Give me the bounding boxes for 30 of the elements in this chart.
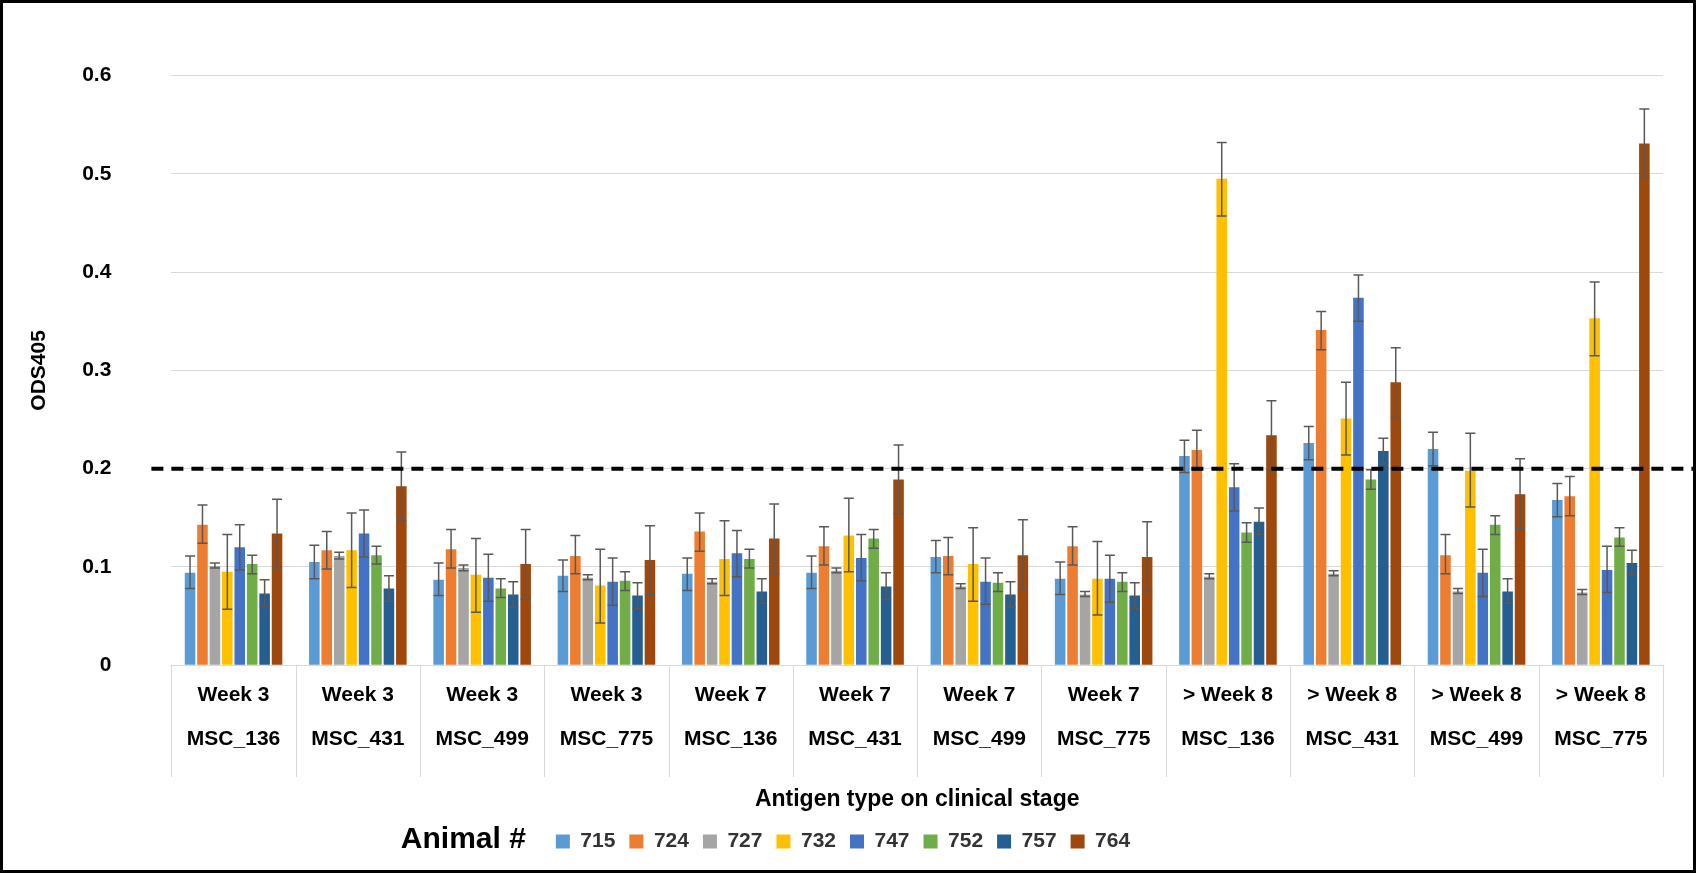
x-tick-label: Week 7 MSC_775 [1056,682,1151,750]
y-tick-label: 0.2 [82,455,112,479]
legend-label: 715 [580,828,616,852]
x-tick-label: Week 7 MSC_431 [808,682,903,750]
legend-label: 752 [948,828,984,852]
legend-label: 732 [800,828,837,852]
legend-label: 727 [727,828,763,852]
x-tick-label: > Week 8 MSC_431 [1305,682,1400,750]
legend-title: Animal # [400,820,527,854]
x-tick-label: Week 7 MSC_136 [684,682,778,750]
x-tick-label: Week 3 MSC_775 [559,682,654,750]
x-tick-label: Week 3 MSC_499 [435,682,529,750]
legend-label: 757 [1021,828,1057,852]
legend-label: 724 [653,828,690,852]
y-axis-title: ODS405 [26,329,50,411]
x-tick-label: Week 7 MSC_499 [932,682,1027,750]
y-tick-label: 0 [99,652,112,675]
legend-label: 764 [1095,828,1131,852]
y-tick-label: 0.3 [82,357,112,381]
y-tick-label: 0.6 [82,62,112,86]
x-tick-label: Week 3 MSC_431 [311,682,405,750]
legend-label: 747 [874,828,910,852]
x-axis-title: Antigen type on clinical stage [754,784,1080,811]
x-tick-label: > Week 8 MSC_136 [1181,682,1275,750]
y-tick-label: 0.1 [82,553,112,577]
x-tick-label: Week 3 MSC_136 [186,682,281,750]
y-tick-label: 0.5 [82,160,112,184]
x-tick-label: > Week 8 MSC_499 [1429,682,1524,750]
y-tick-label: 0.4 [82,258,112,282]
x-tick-label: > Week 8 MSC_775 [1554,682,1648,750]
